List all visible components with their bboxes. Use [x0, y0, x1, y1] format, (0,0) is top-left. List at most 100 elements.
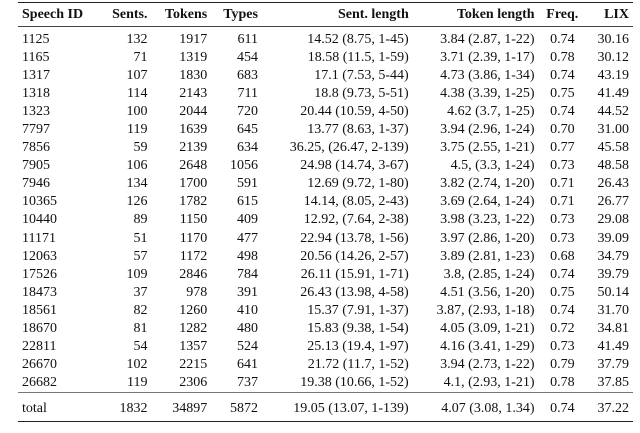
table-cell: 0.74	[550, 104, 575, 120]
table-cell: 0.78	[550, 50, 575, 66]
table-cell: 4.1, (2.93, 1-21)	[443, 374, 535, 390]
column-header: Speech ID	[22, 6, 84, 22]
table-cell: 1782	[179, 194, 208, 210]
total-cell: 34897	[172, 400, 208, 416]
table-row: 10365 126 1782 615 14.14, (8.05, 2-43) 3.69 (…	[18, 193, 633, 211]
table-cell: 2044	[179, 104, 208, 120]
table-cell: 0.70	[550, 122, 575, 138]
table-row: 18473 37 978 391 26.43 (13.98, 4-58) 4.51 (3.…	[18, 284, 633, 302]
table-cell: 26.43	[597, 176, 630, 192]
table-cell: 107	[126, 68, 148, 84]
table-cell: 12063	[22, 248, 57, 264]
table-cell: 1700	[179, 176, 208, 192]
table-cell: 2846	[179, 266, 208, 282]
table-cell: 1165	[22, 50, 50, 66]
table-cell: 119	[127, 122, 148, 138]
table-cell: 114	[127, 86, 148, 102]
table-cell: 3.94 (2.73, 1-22)	[440, 356, 535, 372]
table-cell: 14.14, (8.05, 2-43)	[303, 194, 409, 210]
table-cell: 1357	[179, 338, 208, 354]
table-row: 1323 100 2044 720 20.44 (10.59, 4-50) 4.62 (3…	[18, 103, 633, 121]
table-row: 10440 89 1150 409 12.92, (7.64, 2-38) 3.98 (3…	[18, 211, 633, 229]
table-cell: 17.1 (7.53, 5-44)	[314, 68, 409, 84]
table-cell: 15.37 (7.91, 1-37)	[307, 302, 409, 318]
table-cell: 1323	[22, 104, 50, 120]
table-cell: 26670	[22, 356, 57, 372]
table-cell: 18561	[22, 302, 57, 318]
table-cell: 39.09	[597, 230, 630, 246]
table-cell: 4.38 (3.39, 1-25)	[440, 86, 535, 102]
table-cell: 13.77 (8.63, 1-37)	[307, 122, 409, 138]
table-cell: 1260	[179, 302, 208, 318]
table-cell: 82	[133, 302, 148, 318]
total-cell: 37.22	[597, 400, 630, 416]
table-cell: 1172	[179, 248, 208, 264]
table-cell: 591	[236, 176, 258, 192]
column-header: Sent. length	[337, 6, 409, 22]
table-cell: 20.56 (14.26, 2-57)	[300, 248, 409, 264]
table-cell: 18.8 (9.73, 5-51)	[314, 86, 409, 102]
table-cell: 45.58	[597, 140, 630, 156]
table-cell: 737	[236, 374, 258, 390]
table-cell: 711	[237, 86, 258, 102]
total-cell: 4.07 (3.08, 1.34)	[441, 400, 535, 416]
table-cell: 3.82 (2.74, 1-20)	[440, 176, 535, 192]
table-row: 26670 102 2215 641 21.72 (11.7, 1-52) 3.94 (2…	[18, 356, 633, 374]
table-cell: 134	[126, 176, 148, 192]
table-cell: 3.69 (2.64, 1-24)	[440, 194, 535, 210]
table-cell: 1830	[179, 68, 208, 84]
table-cell: 0.71	[550, 176, 575, 192]
table-cell: 3.89 (2.81, 1-23)	[440, 248, 535, 264]
table-cell: 3.97 (2.86, 1-20)	[440, 230, 535, 246]
table-cell: 31.00	[597, 122, 630, 138]
table-cell: 615	[236, 194, 258, 210]
table-row: 1318 114 2143 711 18.8 (9.73, 5-51) 4.38 (3.3…	[18, 85, 633, 103]
table-cell: 36.25, (26.47, 2-139)	[289, 140, 409, 156]
table-cell: 645	[236, 122, 258, 138]
table-cell: 126	[126, 194, 148, 210]
table-cell: 34.81	[597, 320, 630, 336]
table-cell: 524	[236, 338, 258, 354]
table-cell: 14.52 (8.75, 1-45)	[307, 32, 409, 48]
table-cell: 4.73 (3.86, 1-34)	[440, 68, 535, 84]
table-cell: 54	[133, 338, 148, 354]
table-cell: 683	[236, 68, 258, 84]
table-cell: 1639	[179, 122, 208, 138]
table-cell: 21.72 (11.7, 1-52)	[307, 356, 409, 372]
table-cell: 26.77	[597, 194, 630, 210]
table-cell: 1917	[179, 32, 208, 48]
table-cell: 20.44 (10.59, 4-50)	[300, 104, 409, 120]
table-cell: 29.08	[597, 212, 630, 228]
table-cell: 2143	[179, 86, 208, 102]
table-cell: 102	[126, 356, 148, 372]
table-cell: 1056	[229, 158, 258, 174]
table-cell: 498	[236, 248, 258, 264]
table-row: 1317 107 1830 683 17.1 (7.53, 5-44) 4.73 (3.8…	[18, 67, 633, 85]
table-cell: 39.79	[597, 266, 630, 282]
table-cell: 1150	[179, 212, 208, 228]
table-cell: 3.87, (2.93, 1-18)	[436, 302, 535, 318]
table-cell: 30.12	[597, 50, 630, 66]
header-row: Speech ID Sents. Tokens Types Sent. length To…	[18, 2, 633, 27]
table-cell: 0.79	[550, 356, 575, 372]
table-cell: 4.51 (3.56, 1-20)	[440, 284, 535, 300]
table-cell: 7797	[22, 122, 50, 138]
table-cell: 1318	[22, 86, 50, 102]
table-row: 26682 119 2306 737 19.38 (10.66, 1-52) 4.1, (…	[18, 374, 633, 393]
table-row: 7856 59 2139 634 36.25, (26.47, 2-139) 3.75 (…	[18, 139, 633, 157]
table-cell: 132	[126, 32, 148, 48]
table-cell: 1319	[179, 50, 208, 66]
table-cell: 37	[133, 284, 148, 300]
table-cell: 0.77	[550, 140, 575, 156]
table-cell: 3.75 (2.55, 1-21)	[440, 140, 535, 156]
table-cell: 391	[236, 284, 258, 300]
column-header: LIX	[604, 6, 629, 22]
table-cell: 3.98 (3.23, 1-22)	[440, 212, 535, 228]
table-cell: 409	[236, 212, 258, 228]
table-cell: 100	[126, 104, 148, 120]
column-header: Tokens	[164, 6, 208, 22]
table-cell: 22.94 (13.78, 1-56)	[300, 230, 409, 246]
data-statistics-table: Speech ID Sents. Tokens Types Sent. length To…	[18, 2, 633, 422]
table-row: 1125 132 1917 611 14.52 (8.75, 1-45) 3.84 (2.…	[18, 27, 633, 50]
table-cell: 0.74	[550, 32, 575, 48]
